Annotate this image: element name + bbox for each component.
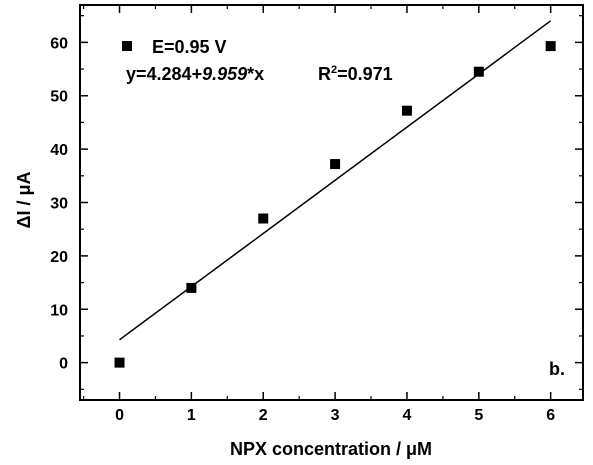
x-tick-label: 4 <box>402 407 411 424</box>
data-point <box>545 41 556 52</box>
data-point <box>401 105 412 116</box>
x-tick-label: 3 <box>331 407 340 424</box>
equation-prefix: y=4.284+ <box>126 64 202 84</box>
r2-prefix: R <box>318 64 331 84</box>
y-tick-label: 30 <box>50 196 68 213</box>
x-tick-label: 1 <box>187 407 196 424</box>
y-tick-label: 20 <box>50 249 68 266</box>
r2-superscript: 2 <box>331 64 337 76</box>
y-tick-label: 40 <box>50 142 68 159</box>
axis-ticks <box>80 5 583 400</box>
plot-frame <box>79 4 584 401</box>
legend-marker <box>122 41 132 51</box>
panel-label: b. <box>549 359 565 379</box>
y-tick-label: 60 <box>50 35 68 52</box>
x-tick-label: 2 <box>259 407 268 424</box>
y-tick-label: 50 <box>50 89 68 106</box>
r-squared: R2=0.971 <box>318 64 393 84</box>
x-tick-label: 0 <box>115 407 124 424</box>
fit-equation: y=4.284+9.959*x <box>126 64 264 84</box>
y-tick-label: 0 <box>59 356 68 373</box>
legend-label: E=0.95 V <box>152 37 227 57</box>
equation-slope: 9.959 <box>202 64 247 84</box>
data-point <box>473 66 484 77</box>
data-point <box>258 213 269 224</box>
x-axis-title: NPX concentration / μM <box>230 439 432 459</box>
data-point <box>114 357 125 368</box>
y-axis-title: ΔI / μA <box>14 172 34 229</box>
r2-value: =0.971 <box>337 64 393 84</box>
equation-suffix: *x <box>247 64 264 84</box>
data-point <box>186 282 197 293</box>
data-points <box>114 41 556 368</box>
x-tick-label: 6 <box>546 407 555 424</box>
y-tick-label: 10 <box>50 302 68 319</box>
data-point <box>330 159 341 170</box>
x-tick-label: 5 <box>474 407 483 424</box>
